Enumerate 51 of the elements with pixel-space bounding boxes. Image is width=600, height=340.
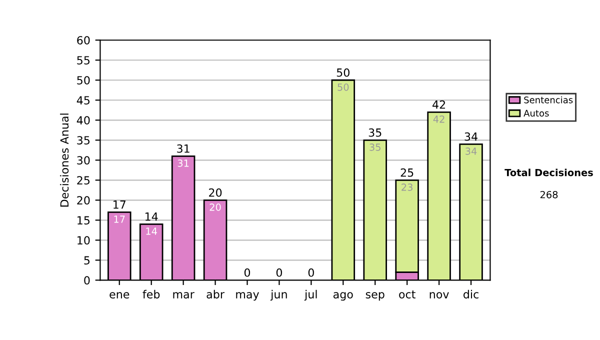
legend-label: Sentencias <box>524 96 573 104</box>
y-tick-label: 35 <box>77 136 90 145</box>
y-axis-title: Decisiones Anual <box>60 114 69 207</box>
total-label: 20 <box>209 188 222 197</box>
data-label: 34 <box>466 148 477 155</box>
total-label: 0 <box>244 268 250 277</box>
y-tick-label: 10 <box>78 236 90 245</box>
x-tick-label: jun <box>270 290 287 301</box>
y-tick-label: 60 <box>77 36 90 44</box>
x-tick-label: may <box>236 292 260 301</box>
total-label: 50 <box>336 68 350 77</box>
x-tick-label: sep <box>366 292 384 301</box>
x-tick-label: oct <box>399 290 416 298</box>
data-label: 20 <box>210 204 221 211</box>
x-tick-label: feb <box>142 290 160 298</box>
total-label: 34 <box>464 132 478 141</box>
y-tick-label: 20 <box>77 196 90 205</box>
x-tick-label: ene <box>110 292 130 298</box>
y-tick-label: 40 <box>76 116 90 125</box>
data-label: 14 <box>146 228 157 235</box>
x-tick-label: abr <box>206 290 224 298</box>
data-label: 17 <box>114 216 125 223</box>
text: 268 <box>540 190 558 198</box>
data-label: 35 <box>370 144 380 151</box>
y-tick-label: 55 <box>77 56 90 65</box>
total-label: 35 <box>368 128 382 137</box>
data-label: 42 <box>433 116 444 123</box>
total-label: 17 <box>114 200 126 209</box>
total-label: 14 <box>146 212 158 221</box>
x-tick-label: ago <box>333 292 353 301</box>
y-tick-label: 50 <box>77 76 90 85</box>
total-label: 0 <box>308 268 314 277</box>
x-tick-label: nov <box>430 292 449 298</box>
total-label: 31 <box>177 144 190 153</box>
y-tick-label: 30 <box>77 156 90 165</box>
total-label: 42 <box>432 100 446 109</box>
text: Total Decisiones <box>504 168 593 176</box>
y-tick-label: 15 <box>78 216 90 225</box>
x-tick-label: mar <box>173 292 194 298</box>
data-label: 50 <box>338 84 349 91</box>
total-label: 0 <box>276 268 282 277</box>
y-tick-label: 0 <box>84 276 90 285</box>
y-tick-label: 45 <box>76 96 90 105</box>
data-label: 23 <box>402 184 412 191</box>
data-label: 31 <box>178 160 189 167</box>
x-tick-label: dic <box>464 290 478 298</box>
y-tick-label: 25 <box>77 176 90 185</box>
y-tick-label: 5 <box>84 256 90 265</box>
total-label: 25 <box>400 168 414 177</box>
legend-label: Autos <box>524 110 549 117</box>
x-tick-label: jul <box>304 290 317 301</box>
